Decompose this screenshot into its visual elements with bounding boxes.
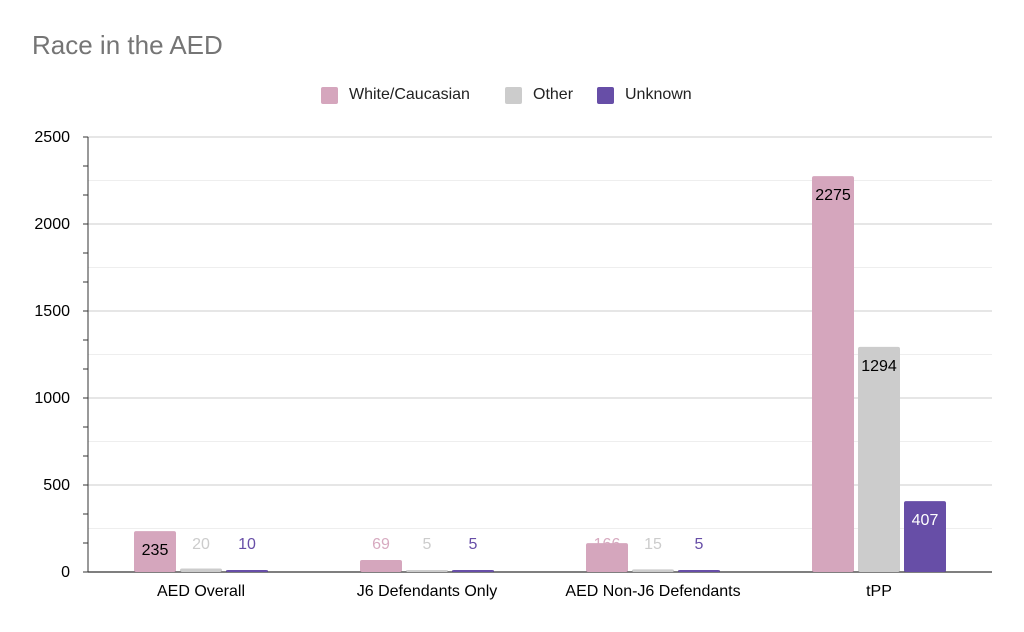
y-tick-label: 1500 [34, 303, 70, 320]
legend-label: White/Caucasian [349, 86, 470, 103]
y-tick-label: 2500 [34, 129, 70, 146]
x-category-label: AED Non-J6 Defendants [565, 583, 740, 600]
data-label: 5 [423, 536, 432, 553]
x-category-label: AED Overall [157, 583, 245, 600]
bar [632, 569, 674, 572]
bar [904, 501, 946, 572]
data-label: 5 [469, 536, 478, 553]
data-label: 1294 [861, 358, 897, 375]
legend-swatch [321, 86, 338, 104]
bar [180, 568, 222, 572]
data-label: 69 [372, 536, 390, 553]
data-label: 407 [912, 512, 939, 529]
legend-swatch [597, 86, 614, 104]
legend-swatch [505, 86, 522, 104]
data-label: 2275 [815, 187, 851, 204]
y-tick-label: 0 [61, 564, 70, 581]
bar [360, 559, 402, 572]
bar [858, 346, 900, 572]
bar [586, 543, 628, 572]
legend-label: Other [533, 86, 574, 103]
data-label: 166 [594, 536, 621, 553]
y-tick-label: 2000 [34, 216, 70, 233]
data-label: 10 [238, 536, 256, 553]
bar [452, 570, 494, 572]
legend: White/Caucasian Other Unknown [0, 86, 1024, 108]
legend-item-white-caucasian: White/Caucasian [321, 86, 470, 104]
legend-item-other: Other [505, 86, 573, 104]
y-tick-label: 1000 [34, 390, 70, 407]
bar [406, 570, 448, 572]
bar [678, 570, 720, 572]
bar [812, 176, 854, 572]
data-label: 15 [644, 536, 662, 553]
legend-label: Unknown [625, 86, 692, 103]
data-label: 235 [142, 542, 169, 559]
x-category-label: tPP [866, 583, 892, 600]
chart-title: Race in the AED [32, 30, 223, 60]
bar [134, 531, 176, 572]
x-category-label: J6 Defendants Only [357, 583, 498, 600]
data-label: 20 [192, 536, 210, 553]
data-label: 5 [695, 536, 704, 553]
legend-item-unknown: Unknown [597, 86, 692, 104]
y-tick-label: 500 [43, 477, 70, 494]
bar [226, 570, 268, 572]
